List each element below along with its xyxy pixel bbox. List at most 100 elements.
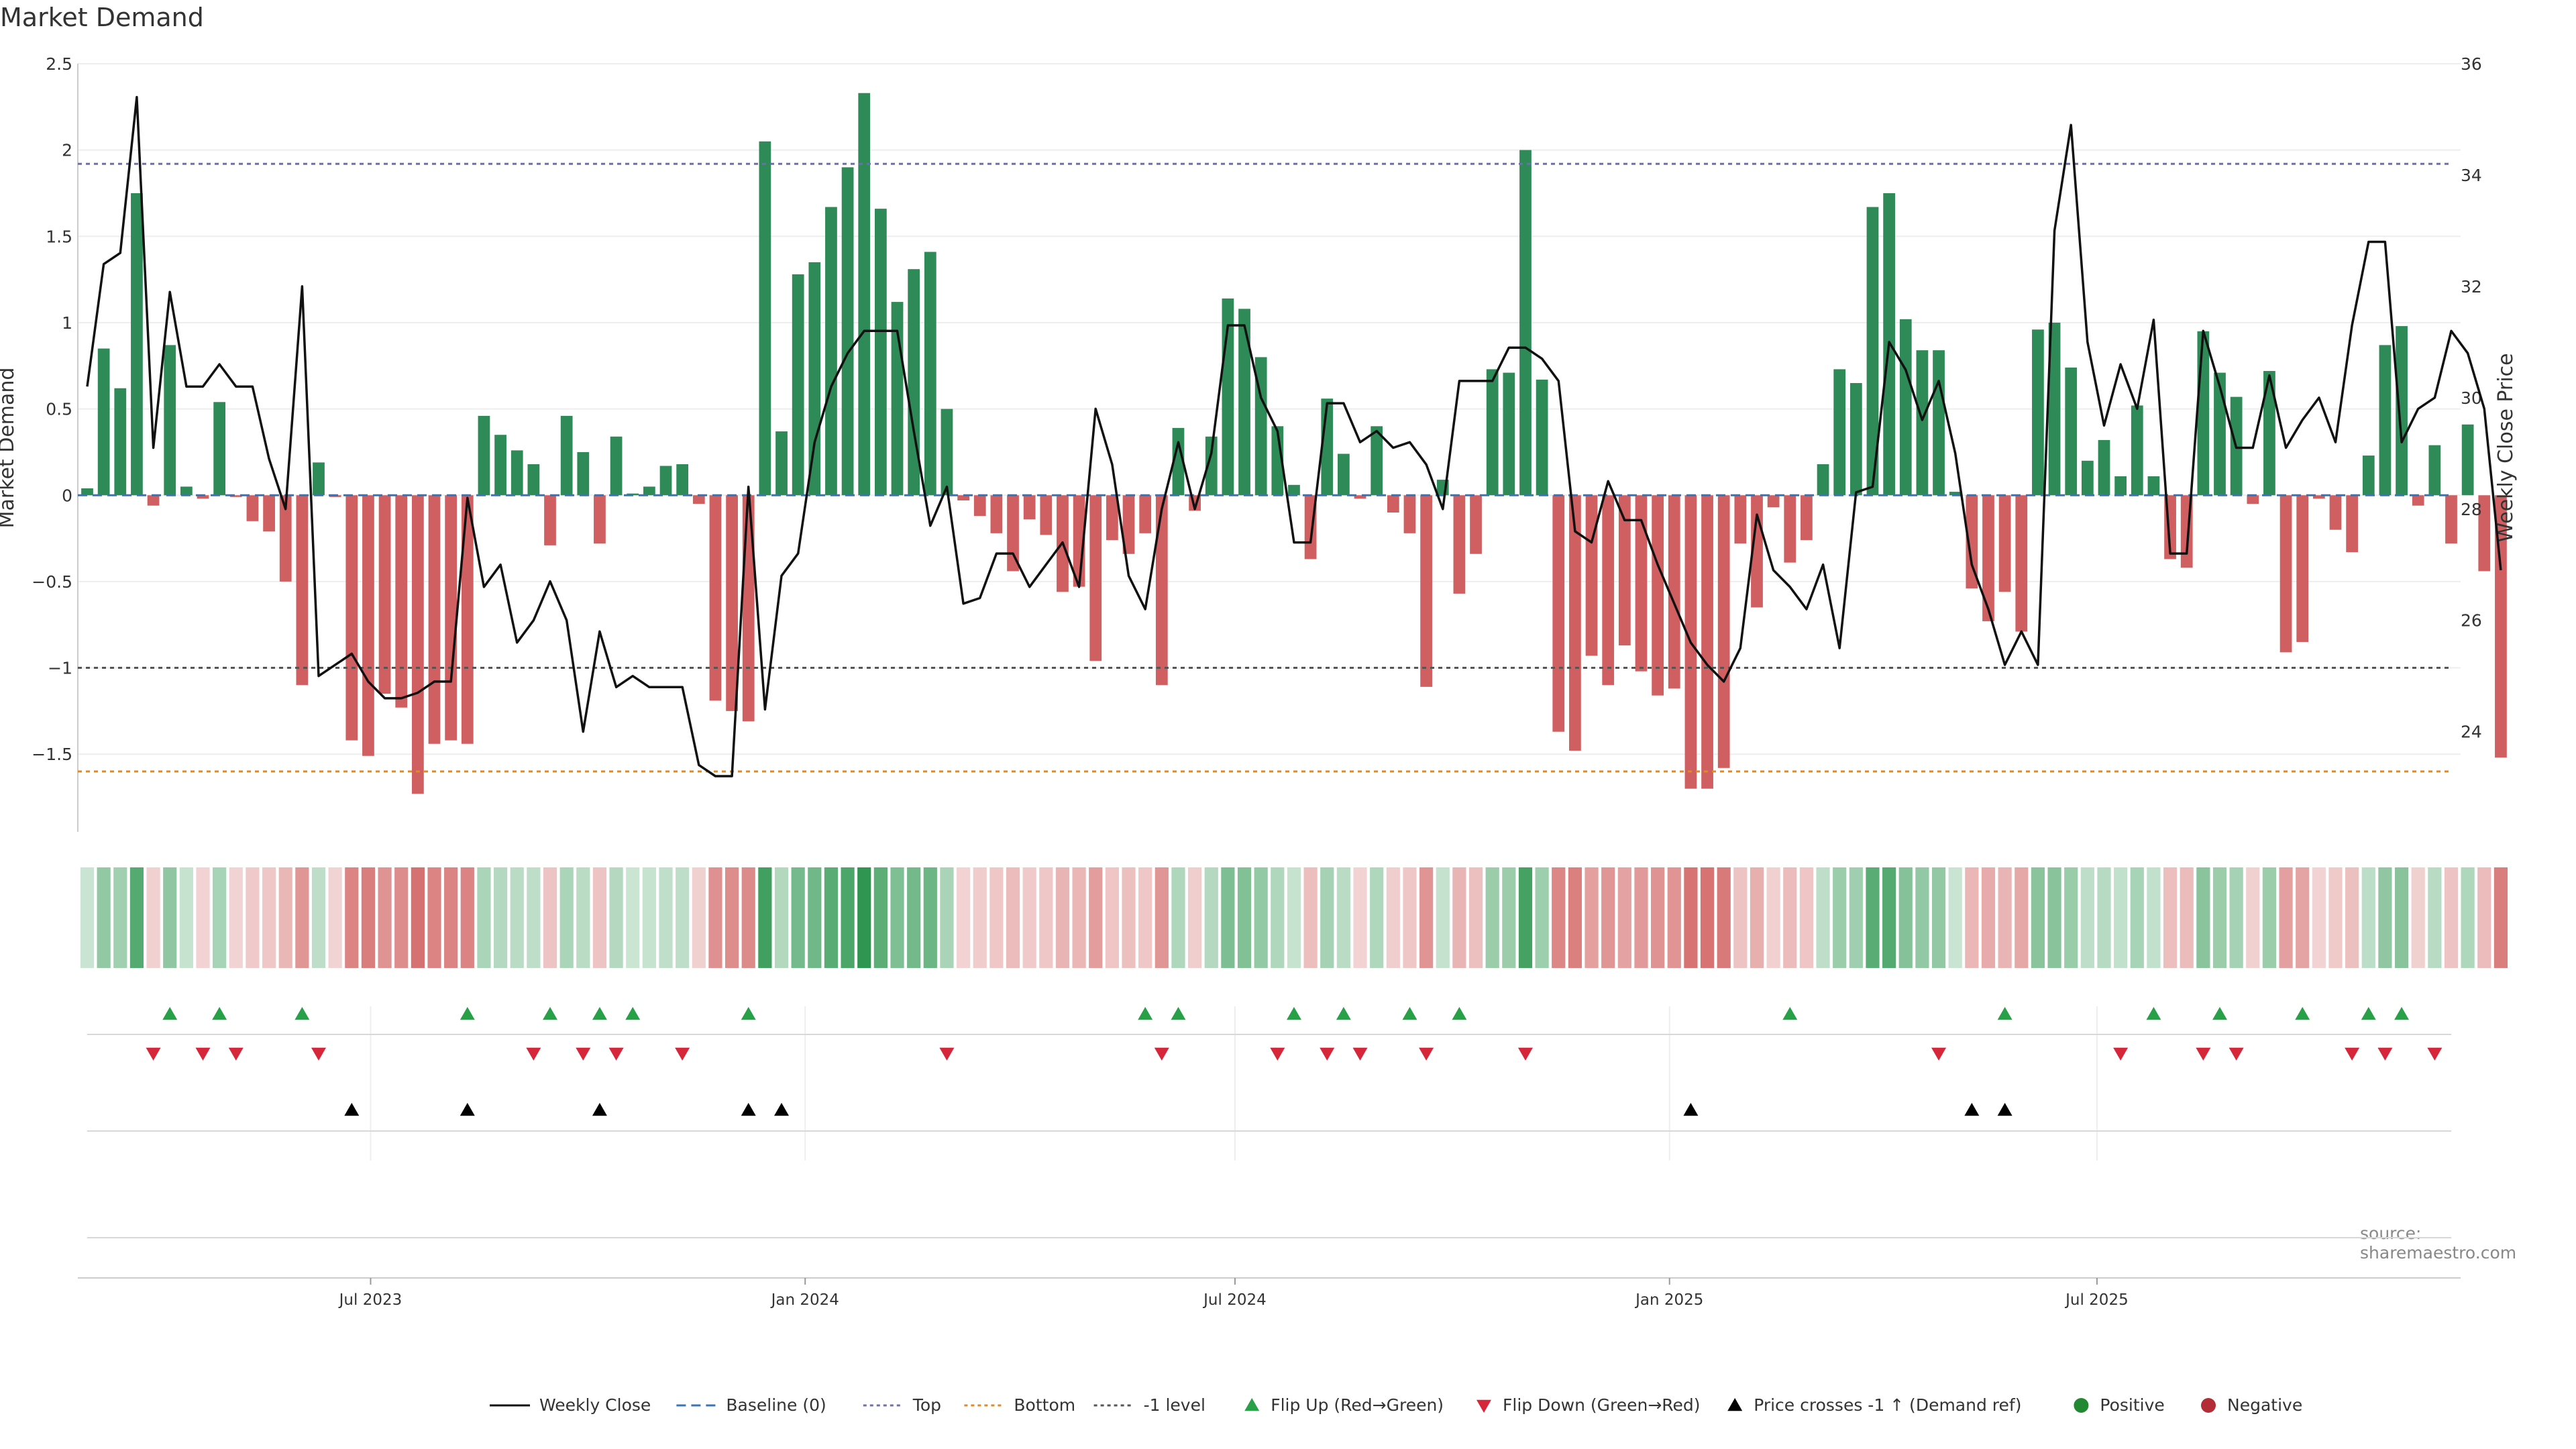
heat-cell-negative	[460, 867, 474, 968]
demand-bar-positive	[1916, 350, 1929, 496]
heat-cell-positive	[676, 867, 690, 968]
demand-bar-positive	[825, 207, 837, 496]
flip-down-marker	[1270, 1047, 1285, 1061]
heat-cell-negative	[724, 867, 739, 968]
demand-bars	[81, 93, 2507, 794]
demand-bar-negative	[411, 495, 424, 794]
heat-cell-positive	[2114, 867, 2128, 968]
legend-item: Bottom	[964, 1395, 1075, 1415]
legend: Weekly Close Baseline (0) Top Bottom -1 leve…	[490, 1395, 2302, 1415]
demand-bar-positive	[1503, 372, 1515, 496]
flip-down-marker	[1352, 1047, 1368, 1061]
heat-cell-positive	[2097, 867, 2111, 968]
heat-cell-negative	[2312, 867, 2326, 968]
left-tick-label: 0	[62, 486, 72, 505]
heat-cell-negative	[1998, 867, 2012, 968]
flip-up-marker	[592, 1007, 607, 1020]
heat-cell-positive	[1849, 867, 1863, 968]
heat-cell-positive	[113, 867, 127, 968]
heat-cell-positive	[2428, 867, 2442, 968]
demand-bar-positive	[1833, 369, 1846, 496]
demand-bar-negative	[147, 495, 160, 506]
heat-cell-negative	[1386, 867, 1400, 968]
legend-item: Weekly Close	[490, 1395, 651, 1415]
heat-cell-positive	[940, 867, 954, 968]
demand-bar-negative	[1602, 495, 1615, 686]
legend-item: Flip Down (Green→Red)	[1477, 1395, 1701, 1415]
demand-bar-negative	[2412, 495, 2424, 506]
demand-bar-negative	[973, 495, 986, 517]
demand-bar-positive	[858, 93, 871, 496]
demand-bar-positive	[1486, 369, 1499, 496]
demand-bar-positive	[1817, 464, 1829, 496]
flip-up-marker	[741, 1007, 756, 1020]
heat-cell-positive	[576, 867, 590, 968]
heat-cell-negative	[361, 867, 376, 968]
heat-cell-positive	[642, 867, 656, 968]
flip-down-marker	[146, 1047, 161, 1061]
heat-cell-positive	[2378, 867, 2392, 968]
heat-cell-negative	[246, 867, 260, 968]
demand-bar-negative	[1122, 495, 1135, 554]
demand-bar-negative	[2279, 495, 2292, 653]
heat-cell-negative	[1039, 867, 1053, 968]
demand-bar-negative	[2329, 495, 2342, 530]
heat-cell-positive	[1237, 867, 1252, 968]
heat-cell-positive	[163, 867, 177, 968]
price-cross-marker	[344, 1103, 360, 1116]
heat-cell-positive	[1915, 867, 1929, 968]
flip-down-marker	[2113, 1047, 2129, 1061]
heat-cell-negative	[229, 867, 243, 968]
heat-cell-negative	[1684, 867, 1698, 968]
heat-cell-positive	[129, 867, 144, 968]
heat-cell-positive	[1931, 867, 1946, 968]
demand-bar-negative	[445, 495, 458, 741]
heat-cell-positive	[1948, 867, 1962, 968]
demand-bar-positive	[2362, 455, 2375, 496]
heat-cell-positive	[873, 867, 888, 968]
heat-cell-positive	[1882, 867, 1896, 968]
left-tick-label: −1	[48, 659, 72, 678]
demand-bar-negative	[1767, 495, 1780, 508]
demand-bar-positive	[808, 262, 821, 496]
weekly-close-layer	[86, 96, 2502, 777]
heat-cell-negative	[543, 867, 557, 968]
demand-bar-positive	[1849, 383, 1862, 496]
heat-cell-negative	[2477, 867, 2491, 968]
heat-cell-negative	[1585, 867, 1599, 968]
demand-bar-negative	[2296, 495, 2309, 642]
demand-bar-positive	[313, 462, 325, 496]
demand-bar-negative	[1966, 495, 1978, 589]
heat-cell-negative	[2015, 867, 2029, 968]
heat-cell-positive	[97, 867, 111, 968]
demand-bar-positive	[97, 348, 110, 496]
heat-cell-negative	[1799, 867, 1814, 968]
heat-cell-positive	[626, 867, 640, 968]
heat-cell-negative	[1601, 867, 1615, 968]
price-cross-marker	[1997, 1103, 2012, 1116]
demand-bar-negative	[1403, 495, 1416, 533]
heat-cell-negative	[1750, 867, 1764, 968]
flip-up-marker	[543, 1007, 558, 1020]
legend-label: Flip Down (Green→Red)	[1503, 1395, 1701, 1415]
flip-down-marker	[195, 1047, 211, 1061]
demand-bar-positive	[1899, 319, 1912, 496]
flip-down-marker	[2377, 1047, 2393, 1061]
demand-bar-negative	[1717, 495, 1730, 768]
demand-bar-negative	[2247, 495, 2259, 504]
heat-cell-negative	[1403, 867, 1417, 968]
price-cross-marker	[460, 1103, 475, 1116]
demand-bar-positive	[478, 415, 490, 496]
demand-bar-positive	[908, 269, 920, 496]
demand-bar-negative	[1139, 495, 1152, 533]
date-tick-label: Jan 2025	[1634, 1291, 1703, 1309]
heat-cell-negative	[1353, 867, 1367, 968]
demand-bar-negative	[1040, 495, 1053, 535]
heat-cell-negative	[427, 867, 441, 968]
heat-cell-negative	[411, 867, 425, 968]
heat-cell-negative	[1965, 867, 1979, 968]
demand-bar-negative	[1801, 495, 1813, 541]
heat-cell-positive	[477, 867, 491, 968]
demand-bar-positive	[2032, 329, 2044, 496]
